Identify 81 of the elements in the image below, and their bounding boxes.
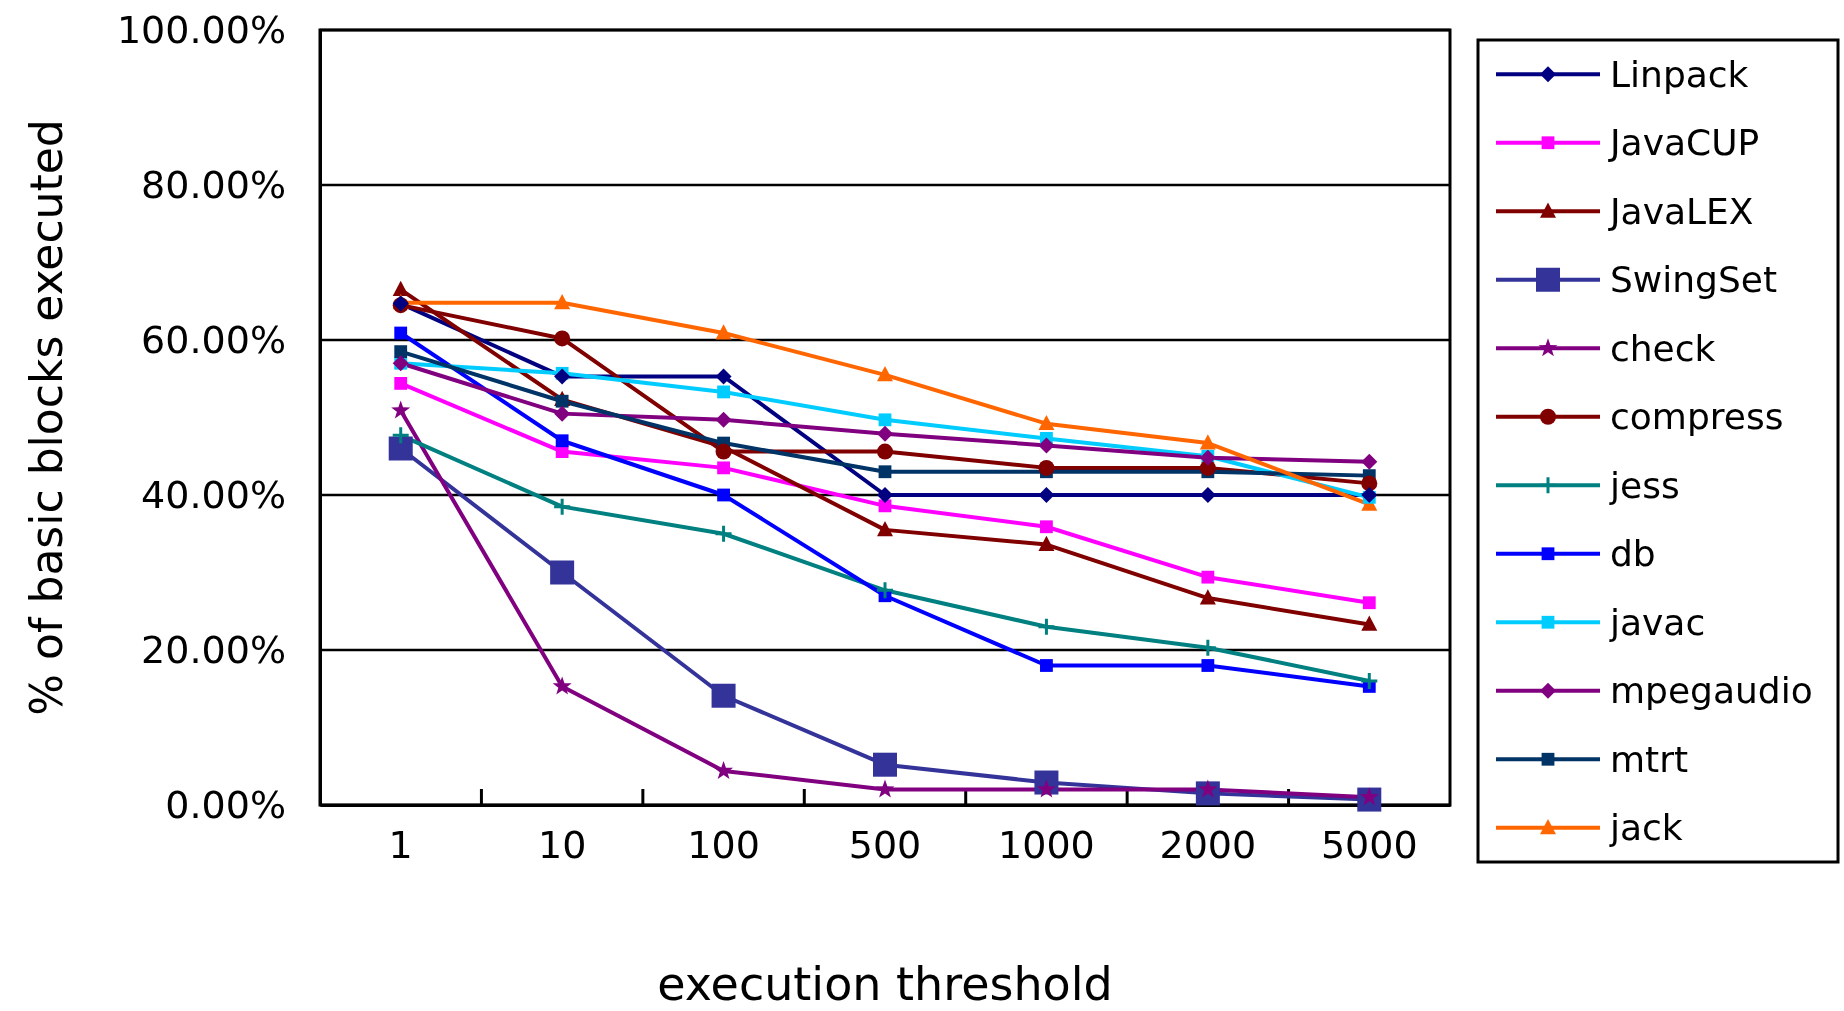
point xyxy=(1361,475,1378,492)
legend-label: javac xyxy=(1609,601,1706,643)
legend-label: db xyxy=(1610,533,1656,575)
point xyxy=(877,366,893,382)
y-tick-label: 20.00% xyxy=(141,627,286,672)
legend-label: JavaCUP xyxy=(1608,122,1760,164)
point xyxy=(878,465,892,479)
point xyxy=(878,413,892,427)
point xyxy=(715,368,732,385)
legend-label: Linpack xyxy=(1610,53,1749,95)
point xyxy=(877,521,893,537)
point xyxy=(875,779,895,798)
point xyxy=(394,326,408,340)
point xyxy=(552,497,572,517)
point xyxy=(1199,589,1216,605)
y-tick-label: 100.00% xyxy=(116,7,286,52)
point xyxy=(1036,617,1056,637)
point xyxy=(877,443,893,460)
point xyxy=(1201,570,1215,584)
legend-label: SwingSet xyxy=(1610,259,1778,301)
y-tick-label: 60.00% xyxy=(141,317,286,362)
point xyxy=(1199,434,1216,450)
point xyxy=(715,411,732,428)
point xyxy=(1040,659,1053,672)
point xyxy=(554,330,571,347)
x-tick-label: 1 xyxy=(388,822,413,867)
y-axis-title: % of basic blocks executed xyxy=(21,119,72,716)
point xyxy=(550,560,575,585)
legend-label: mtrt xyxy=(1610,738,1689,780)
x-tick-label: 2000 xyxy=(1159,822,1257,867)
x-axis-title: execution threshold xyxy=(657,957,1113,1011)
point xyxy=(555,394,569,408)
point xyxy=(392,280,409,297)
point xyxy=(715,324,732,340)
point xyxy=(717,385,730,399)
point xyxy=(1361,453,1378,470)
point xyxy=(1038,437,1055,454)
x-tick-label: 1000 xyxy=(998,822,1095,867)
y-tick-label: 0.00% xyxy=(165,782,286,827)
x-tick-label: 500 xyxy=(848,822,922,867)
point xyxy=(554,405,571,422)
point xyxy=(1198,638,1218,658)
point xyxy=(1040,520,1053,534)
point xyxy=(877,425,893,442)
point xyxy=(391,400,411,419)
point xyxy=(717,488,730,502)
point xyxy=(388,436,413,461)
legend-label: mpegaudio xyxy=(1610,670,1813,712)
point xyxy=(1038,487,1055,503)
point xyxy=(875,580,895,600)
legend-label: JavaLEX xyxy=(1608,190,1754,232)
point xyxy=(873,752,897,777)
y-tick-label: 40.00% xyxy=(141,472,286,517)
point xyxy=(394,345,408,359)
point xyxy=(1038,535,1055,551)
point xyxy=(1038,459,1055,476)
x-tick-label: 100 xyxy=(687,822,760,867)
legend-label: jack xyxy=(1609,807,1683,849)
point xyxy=(1361,615,1378,631)
point xyxy=(394,377,408,390)
point xyxy=(1362,596,1376,610)
point xyxy=(714,760,734,779)
point xyxy=(554,368,571,385)
x-tick-label: 10 xyxy=(537,822,587,867)
point xyxy=(1359,671,1379,691)
y-tick-label: 80.00% xyxy=(141,162,286,207)
point xyxy=(554,294,571,310)
point xyxy=(552,676,572,695)
point xyxy=(1201,659,1215,672)
legend-label: compress xyxy=(1610,396,1784,438)
point xyxy=(1038,414,1055,431)
point xyxy=(391,425,411,445)
point xyxy=(555,434,569,448)
point xyxy=(711,683,736,708)
point xyxy=(714,524,734,544)
x-tick-label: 5000 xyxy=(1320,822,1418,867)
point xyxy=(877,487,893,503)
point xyxy=(715,443,732,460)
point xyxy=(717,461,730,475)
legend-label: jess xyxy=(1609,464,1680,506)
legend-label: check xyxy=(1610,327,1716,369)
